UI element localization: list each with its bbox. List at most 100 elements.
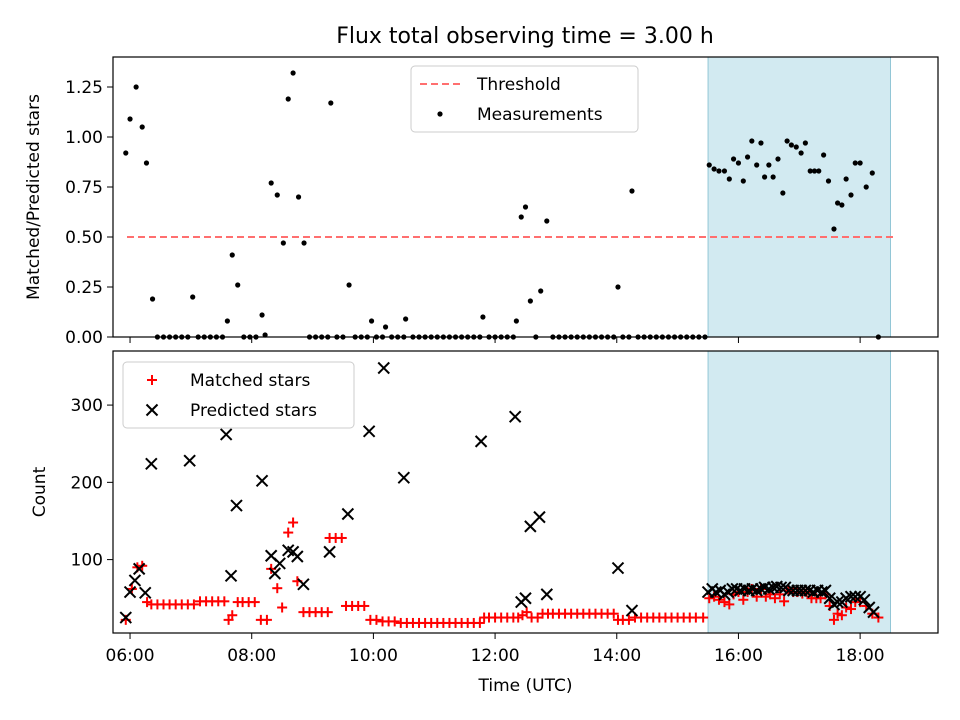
ratio-panel: 0.00 0.25 0.50 0.75 1.00 1.25 Matched/Predicte… [24, 56, 939, 348]
y-axis-label: Count [30, 466, 50, 517]
matched-point [521, 607, 532, 618]
matched-point [836, 610, 847, 621]
measurement-point [843, 176, 849, 182]
predicted-point [119, 611, 132, 624]
predicted-point [831, 595, 844, 609]
measurement-point [149, 296, 156, 302]
plot-frame [112, 56, 939, 338]
matched-point [283, 527, 294, 538]
measurement-point [382, 324, 389, 330]
matched-point [219, 596, 230, 607]
measurement-point [793, 144, 799, 150]
x-tick-label: 14:00 [592, 646, 641, 666]
predicted-point [533, 510, 546, 524]
matched-point [272, 583, 283, 594]
measurement-point [754, 162, 760, 168]
measurement-point [721, 168, 728, 174]
x-tick-label: 06:00 [106, 646, 155, 666]
measurement-point [740, 178, 746, 184]
measurement-point [274, 192, 280, 198]
y-tick-label: 0.75 [65, 178, 103, 198]
measurement-point [762, 174, 768, 180]
x-tick-label: 08:00 [227, 646, 276, 666]
matched-point [779, 596, 790, 607]
predicted-point [815, 585, 829, 599]
measurement-point [285, 96, 291, 102]
measurement-point [780, 190, 786, 196]
measurement-point [268, 180, 274, 186]
predicted-point [524, 520, 537, 533]
y-tick-label: 0.25 [65, 278, 103, 298]
predicted-point [819, 584, 832, 597]
measurement-point [224, 318, 230, 324]
measurement-point [848, 192, 854, 198]
matched-point [188, 599, 199, 610]
predicted-point [508, 410, 522, 423]
measurement-point [716, 168, 722, 174]
measurement-point [744, 154, 751, 160]
legend-matched-swatch [147, 375, 157, 385]
predicted-point [867, 605, 880, 619]
measurement-point [346, 282, 352, 288]
measurement-point [798, 150, 804, 156]
predicted-point [145, 457, 158, 471]
measurement-point [123, 150, 129, 156]
matched-point [474, 617, 485, 628]
y-tick-label: 0.50 [65, 228, 103, 248]
x-tick-label: 12:00 [471, 646, 520, 666]
measurement-point [857, 160, 863, 166]
predicted-point [268, 567, 282, 580]
predicted-point [397, 471, 411, 484]
measurement-point [133, 84, 139, 90]
measurement-point [139, 124, 145, 130]
matched-point [608, 608, 619, 619]
measurement-point [825, 178, 832, 184]
measurement-point [538, 288, 544, 294]
y-axis-label: Matched/Predicted stars [24, 94, 44, 300]
matched-point [249, 597, 260, 608]
matched-point [724, 599, 735, 610]
measurement-point [726, 176, 732, 182]
matched-point [698, 612, 709, 623]
x-tick-label: 10:00 [349, 646, 398, 666]
measurement-point [802, 140, 808, 146]
measurement-point [480, 314, 486, 320]
measurement-point [863, 184, 869, 190]
predicted-point [132, 562, 146, 576]
measurement-point [295, 194, 302, 200]
predicted-point [291, 550, 304, 563]
predicted-point [128, 574, 142, 587]
matched-point [704, 593, 715, 604]
x-axis-label: Time (UTC) [478, 676, 573, 696]
measurement-point [544, 218, 550, 224]
matched-point [336, 532, 347, 543]
measurement-point [831, 226, 837, 232]
measurement-point [301, 240, 307, 246]
measurement-point [527, 298, 533, 304]
legend-measurement-label: Measurements [477, 105, 603, 125]
measurement-point [839, 202, 845, 208]
predicted-point [139, 586, 152, 600]
predicted-point [750, 584, 763, 597]
predicted-point [224, 569, 238, 583]
measurement-point [770, 174, 776, 180]
x-tick-label: 18:00 [836, 646, 885, 666]
predicted-point [611, 561, 625, 575]
y-tick-label: 300 [71, 396, 103, 416]
measurement-point [807, 168, 813, 174]
matched-point [371, 614, 382, 625]
measurement-point [816, 168, 822, 174]
measurement-point [835, 200, 841, 206]
measurement-point [766, 162, 772, 168]
predicted-point [255, 474, 269, 488]
matched-point [359, 600, 370, 611]
measurement-point [821, 152, 827, 158]
legend-predicted-swatch [145, 403, 159, 417]
legend-box [122, 361, 355, 429]
measurement-point [869, 170, 875, 176]
measurement-point [706, 162, 712, 168]
matched-point [719, 597, 730, 608]
x-tick-label: 16:00 [714, 646, 763, 666]
measurement-point [811, 168, 818, 174]
